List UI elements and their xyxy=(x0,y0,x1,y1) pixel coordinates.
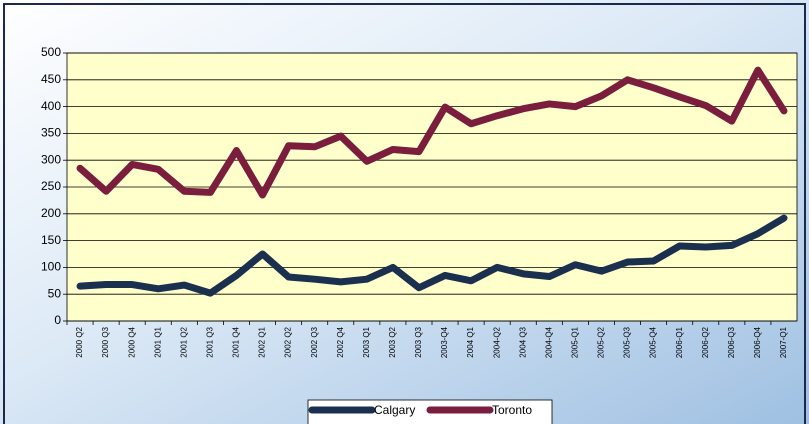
x-tick-label: 2004-Q4 xyxy=(544,326,553,358)
x-tick-label: 2006-Q2 xyxy=(701,326,710,358)
x-tick-label: 2006-Q3 xyxy=(727,326,736,358)
legend-label: Calgary xyxy=(374,403,415,417)
y-tick-label: 50 xyxy=(48,286,62,300)
x-tick-label: 2004 Q3 xyxy=(518,326,527,357)
x-tick-label: 2005-Q2 xyxy=(597,326,606,358)
x-tick-label: 2004-Q2 xyxy=(492,326,501,358)
x-tick-label: 2002 Q1 xyxy=(258,326,267,357)
x-tick-label: 2004 Q1 xyxy=(466,326,475,357)
y-tick-label: 500 xyxy=(41,45,61,59)
chart: 0 50 100 150 200 250 300 350 400 450 500 2000 Q2 200… xyxy=(0,0,809,424)
y-tick-label: 0 xyxy=(54,313,61,327)
x-tick-label: 2007-Q1 xyxy=(779,326,788,358)
x-tick-label: 2002 Q4 xyxy=(336,326,345,357)
y-tick-label: 100 xyxy=(41,260,61,274)
y-tick-label: 350 xyxy=(41,126,61,140)
x-tick-label: 2001 Q2 xyxy=(179,326,188,357)
x-tick-label: 2003-Q4 xyxy=(440,326,449,358)
x-tick-label: 2001 Q1 xyxy=(153,326,162,357)
x-tick-label: 2001 Q3 xyxy=(206,326,215,357)
x-tick-label: 2006-Q4 xyxy=(753,326,762,358)
y-tick-label: 250 xyxy=(41,179,61,193)
y-tick-label: 150 xyxy=(41,233,61,247)
y-tick-label: 450 xyxy=(41,72,61,86)
x-tick-label: 2000 Q2 xyxy=(75,326,84,357)
x-tick-label: 2003 Q3 xyxy=(414,326,423,357)
x-tick-label: 2002 Q3 xyxy=(310,326,319,357)
y-tick-label: 300 xyxy=(41,152,61,166)
x-tick-label: 2001 Q4 xyxy=(232,326,241,357)
x-tick-label: 2002 Q2 xyxy=(284,326,293,357)
x-tick-label: 2005-Q1 xyxy=(571,326,580,358)
x-tick-label: 2003 Q1 xyxy=(362,326,371,357)
x-tick-label: 2000 Q4 xyxy=(127,326,136,357)
x-tick-label: 2003 Q2 xyxy=(388,326,397,357)
x-tick-label: 2005-Q3 xyxy=(623,326,632,358)
y-tick-label: 200 xyxy=(41,206,61,220)
legend-label: Toronto xyxy=(492,403,532,417)
x-tick-label: 2005-Q4 xyxy=(649,326,658,358)
y-tick-label: 400 xyxy=(41,99,61,113)
x-tick-label: 2000 Q3 xyxy=(101,326,110,357)
x-tick-label: 2006-Q1 xyxy=(675,326,684,358)
